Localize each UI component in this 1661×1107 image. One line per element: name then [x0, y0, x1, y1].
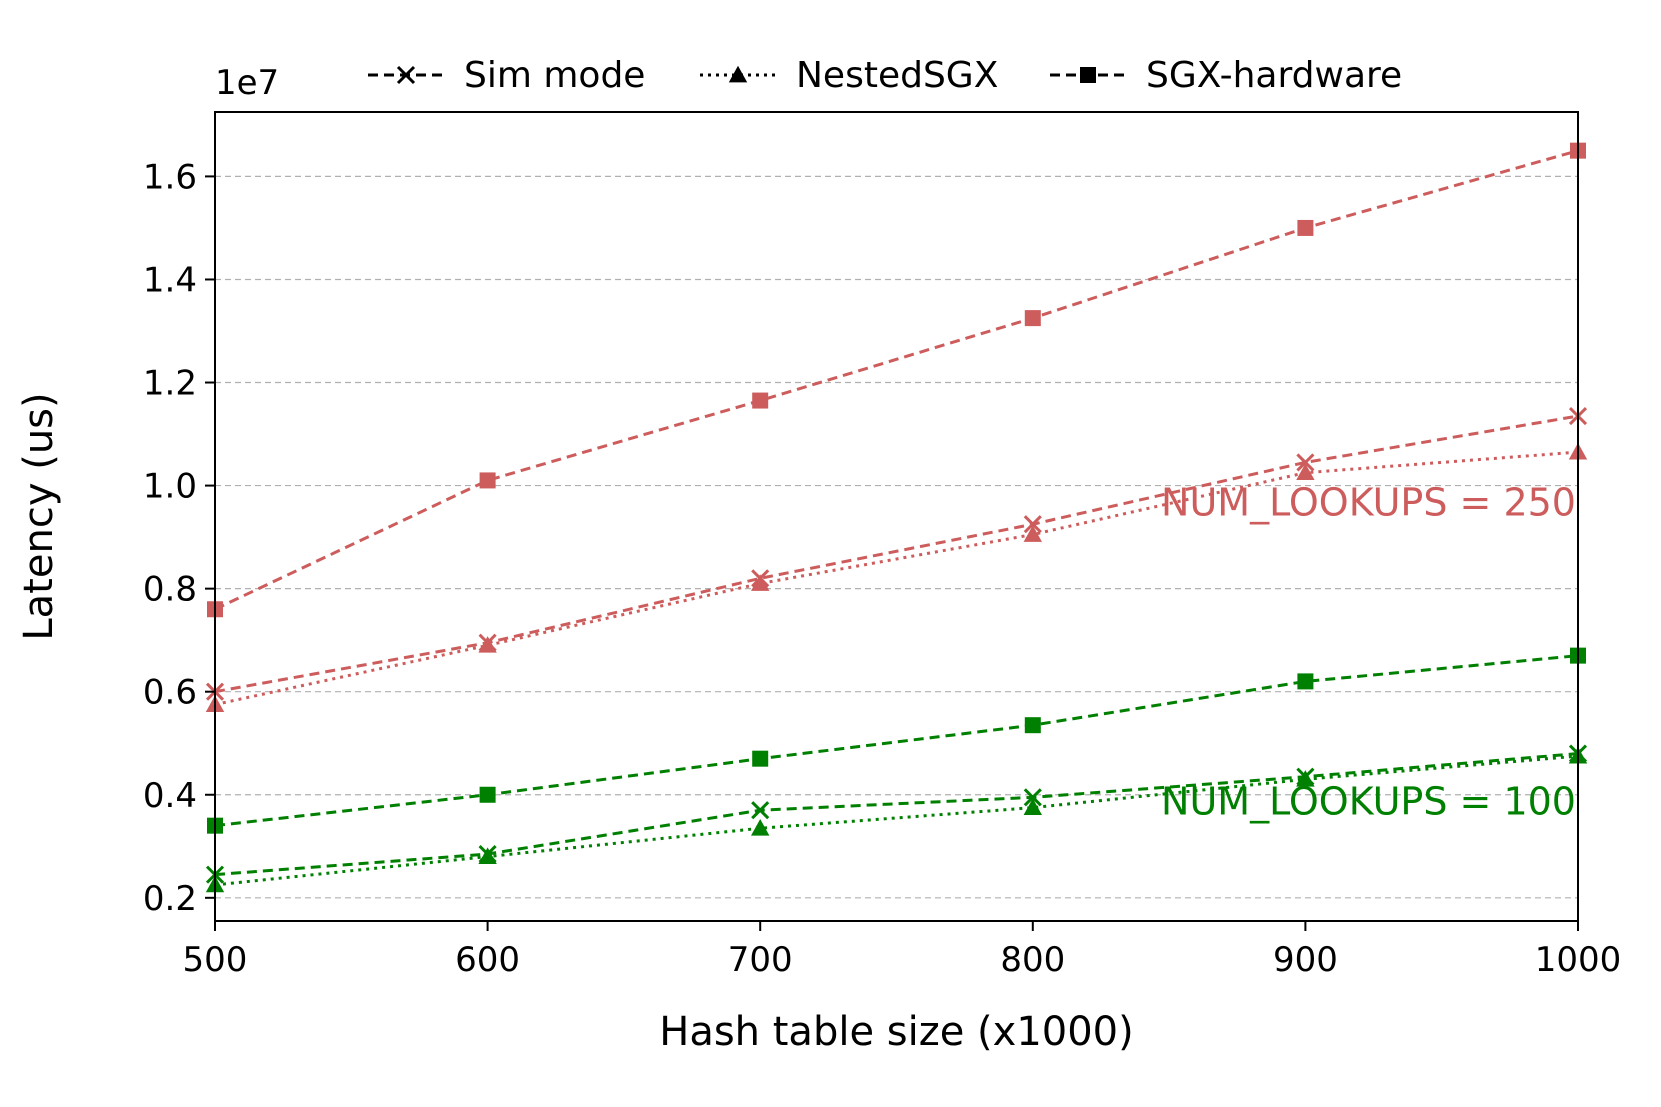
- x-tick-label: 500: [183, 940, 248, 980]
- legend-marker: [396, 65, 416, 85]
- data-point: [1296, 770, 1315, 787]
- data-point: [1023, 788, 1042, 807]
- legend-label: SGX-hardware: [1146, 55, 1402, 96]
- data-point: [752, 392, 769, 409]
- data-point: [478, 636, 497, 653]
- data-point: [1297, 219, 1314, 236]
- x-tick-label: 600: [455, 940, 520, 980]
- y-gridlines: [215, 175, 1578, 899]
- data-point: [1023, 798, 1042, 815]
- series-line: [214, 149, 1579, 611]
- y-tick-label: 0.4: [143, 776, 197, 816]
- y-tick-label: 0.6: [143, 673, 197, 713]
- data-point: [1296, 463, 1315, 481]
- data-point: [1023, 525, 1042, 542]
- legend-marker: [728, 65, 748, 83]
- series-line: [214, 414, 1579, 694]
- y-tick-label: 1.6: [143, 157, 197, 197]
- x-tick-label: 700: [728, 940, 793, 980]
- x-tick-label: 900: [1273, 940, 1338, 980]
- series-line: [214, 752, 1579, 877]
- group-annotations: NUM_LOOKUPS = 250 NUM_LOOKUPS = 100: [1161, 481, 1576, 824]
- data-point: [1024, 310, 1041, 327]
- x-tick-label: 1000: [1535, 940, 1622, 980]
- y-tick-label: 0.2: [143, 879, 197, 919]
- y-tick-label: 1.2: [143, 364, 197, 404]
- plot-frame: [214, 111, 1579, 922]
- data-point: [1023, 515, 1042, 534]
- y-tick-label: 1.4: [143, 260, 197, 300]
- legend-label: NestedSGX: [796, 55, 998, 96]
- data-point: [1297, 673, 1314, 690]
- x-tick-label: 800: [1000, 940, 1065, 980]
- series-line: [214, 654, 1579, 828]
- y-axis-title: Latency (us): [16, 392, 62, 640]
- data-point: [751, 801, 770, 820]
- group-annotation: NUM_LOOKUPS = 100: [1161, 779, 1576, 823]
- group-annotation: NUM_LOOKUPS = 250: [1161, 481, 1576, 525]
- legend-marker: [1080, 67, 1096, 83]
- data-point: [1024, 717, 1041, 734]
- series-line: [214, 450, 1579, 707]
- data-point: [479, 786, 496, 803]
- data-point: [751, 574, 770, 591]
- data-point: [1296, 453, 1315, 472]
- data-point: [752, 750, 769, 767]
- y-tick-label: 0.8: [143, 570, 197, 610]
- x-axis-title: Hash table size (x1000): [659, 1009, 1133, 1055]
- data-point: [479, 472, 496, 489]
- y-tick-label: 1.0: [143, 467, 197, 507]
- legend-label: Sim mode: [464, 55, 645, 96]
- axis-ticks: 0.2 0.4 0.6 0.8 1.0 1.2 1.4 1.6 500 600 700 800 900 1…: [143, 157, 1621, 980]
- data-point: [478, 847, 497, 864]
- data-point: [751, 819, 770, 836]
- y-offset-label: 1e7: [215, 63, 279, 103]
- legend: Sim mode NestedSGX SGX-hardware: [368, 55, 1402, 96]
